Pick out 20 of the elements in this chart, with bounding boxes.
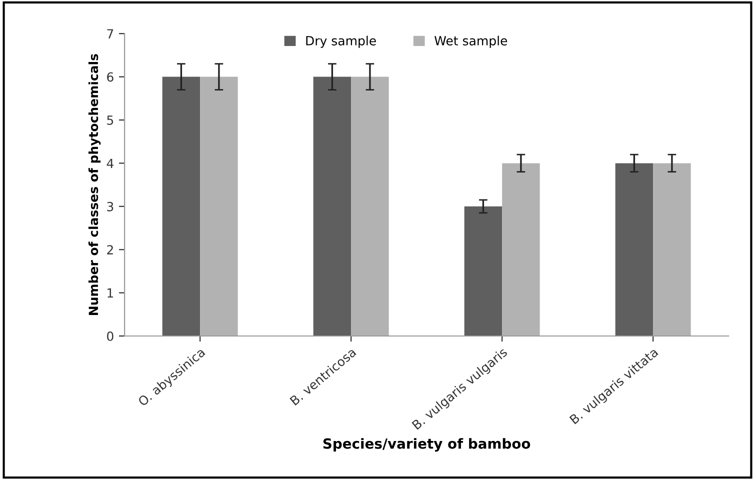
bar: [351, 76, 389, 336]
bar: [653, 163, 691, 336]
y-tick-label: 2: [107, 245, 113, 254]
y-tick-label: 0: [107, 331, 114, 341]
y-tick-label: 5: [107, 116, 114, 125]
bar: [615, 163, 654, 336]
x-axis-title: Species/variety of bamboo: [323, 438, 530, 452]
y-tick-label: 1: [108, 288, 114, 298]
bar: [162, 76, 200, 336]
bar: [502, 163, 540, 336]
y-tick-label: 3: [107, 202, 114, 212]
bar: [200, 76, 238, 336]
y-axis-title: Number of classes of phytochemicals: [88, 54, 101, 315]
y-tick-label: 6: [107, 72, 114, 82]
legend-label: Wet sample: [434, 36, 508, 48]
y-tick-label: 4: [106, 158, 114, 168]
bar: [464, 206, 502, 336]
y-tick-label: 7: [107, 29, 114, 38]
legend-label: Dry sample: [306, 36, 376, 48]
bar: [313, 76, 352, 336]
